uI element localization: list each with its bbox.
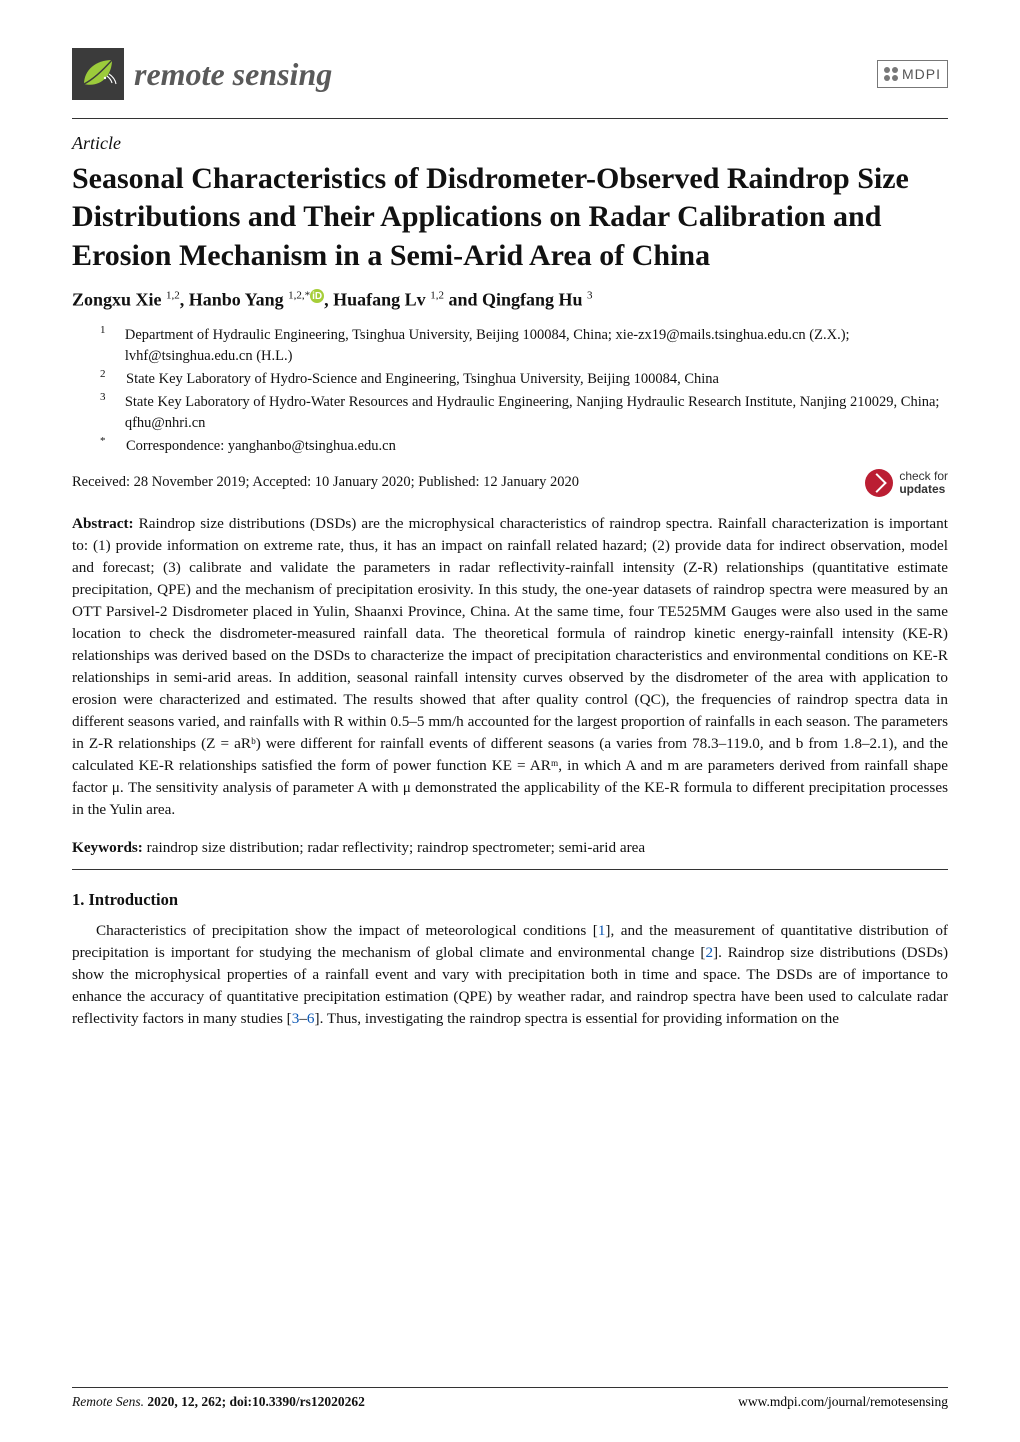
publisher-logo: MDPI	[877, 60, 948, 88]
and: and	[444, 290, 482, 310]
updates-line1: check for	[899, 470, 948, 483]
keywords: Keywords: raindrop size distribution; ra…	[72, 837, 948, 859]
affiliations: 1 Department of Hydraulic Engineering, T…	[100, 325, 948, 457]
mdpi-dots-icon	[884, 67, 898, 81]
updates-line2: updates	[899, 483, 948, 496]
orcid-icon[interactable]: iD	[310, 289, 324, 303]
affiliation-num: 2	[100, 367, 114, 388]
publisher-name: MDPI	[902, 66, 941, 82]
affiliation-row: * Correspondence: yanghanbo@tsinghua.edu…	[100, 436, 948, 457]
author-2-aff: 1,2,	[288, 290, 305, 302]
journal-brand: remote sensing	[72, 48, 332, 100]
footer-journal: Remote Sens.	[72, 1394, 144, 1409]
footer-rest: 2020, 12, 262; doi:10.3390/rs12020262	[144, 1394, 365, 1409]
page-footer: Remote Sens. 2020, 12, 262; doi:10.3390/…	[72, 1387, 948, 1410]
affiliation-num: *	[100, 434, 114, 455]
author-4-aff: 3	[587, 290, 593, 302]
affiliation-text: State Key Laboratory of Hydro-Water Reso…	[125, 392, 948, 434]
intro-paragraph: Characteristics of precipitation show th…	[72, 920, 948, 1030]
header-rule	[72, 118, 948, 119]
keywords-label: Keywords:	[72, 839, 143, 856]
ref-link-6[interactable]: 6	[307, 1010, 315, 1027]
affiliation-row: 2 State Key Laboratory of Hydro-Science …	[100, 369, 948, 390]
author-1-aff: 1,2	[166, 290, 180, 302]
author-list: Zongxu Xie 1,2, Hanbo Yang 1,2,*iD, Huaf…	[72, 289, 948, 311]
abstract: Abstract: Raindrop size distributions (D…	[72, 513, 948, 821]
affiliation-text: Department of Hydraulic Engineering, Tsi…	[125, 325, 948, 367]
dates-row: Received: 28 November 2019; Accepted: 10…	[72, 469, 948, 497]
ref-link-2[interactable]: 2	[705, 944, 713, 961]
affiliation-text: Correspondence: yanghanbo@tsinghua.edu.c…	[126, 436, 396, 457]
footer-citation: Remote Sens. 2020, 12, 262; doi:10.3390/…	[72, 1394, 365, 1410]
author-1: Zongxu Xie	[72, 290, 166, 310]
intro-text: ]. Thus, investigating the raindrop spec…	[315, 1010, 839, 1027]
abstract-label: Abstract:	[72, 515, 134, 532]
footer-site-link[interactable]: www.mdpi.com/journal/remotesensing	[738, 1394, 948, 1410]
publication-dates: Received: 28 November 2019; Accepted: 10…	[72, 474, 579, 491]
affiliation-row: 1 Department of Hydraulic Engineering, T…	[100, 325, 948, 367]
sep: ,	[324, 290, 333, 310]
header-row: remote sensing MDPI	[72, 48, 948, 100]
author-4: Qingfang Hu	[482, 290, 587, 310]
abstract-rule	[72, 869, 948, 870]
affiliation-num: 1	[100, 323, 113, 365]
journal-name: remote sensing	[134, 56, 332, 93]
affiliation-row: 3 State Key Laboratory of Hydro-Water Re…	[100, 392, 948, 434]
abstract-text: Raindrop size distributions (DSDs) are t…	[72, 515, 948, 818]
leaf-satellite-icon	[78, 54, 118, 94]
affiliation-num: 3	[100, 390, 113, 432]
section-1-heading: 1. Introduction	[72, 890, 948, 910]
author-3-aff: 1,2	[430, 290, 444, 302]
check-for-updates-badge[interactable]: check for updates	[865, 469, 948, 497]
author-2: Hanbo Yang	[189, 290, 288, 310]
article-title: Seasonal Characteristics of Disdrometer-…	[72, 160, 948, 275]
author-3: Huafang Lv	[333, 290, 430, 310]
intro-text: –	[299, 1010, 307, 1027]
sep: ,	[180, 290, 189, 310]
affiliation-text: State Key Laboratory of Hydro-Science an…	[126, 369, 719, 390]
journal-logo-box	[72, 48, 124, 100]
article-type: Article	[72, 133, 948, 154]
keywords-text: raindrop size distribution; radar reflec…	[143, 839, 645, 856]
intro-text: Characteristics of precipitation show th…	[96, 922, 598, 939]
updates-circle-icon	[865, 469, 893, 497]
